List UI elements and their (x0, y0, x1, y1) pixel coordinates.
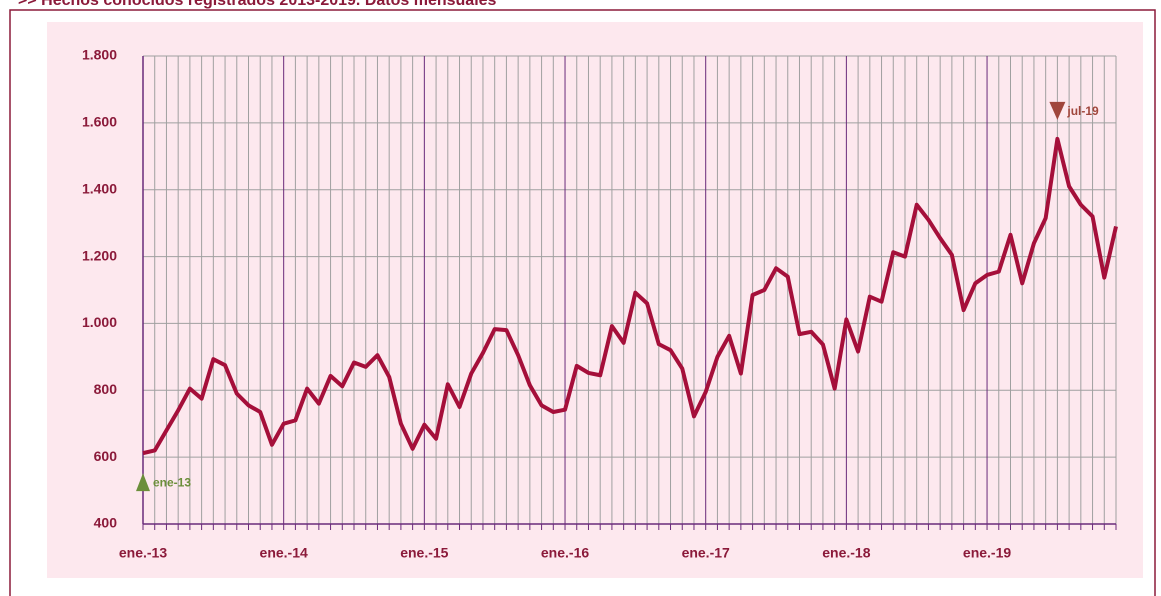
y-tick-label: 1.000 (82, 314, 117, 330)
x-tick-label: ene.-14 (260, 545, 308, 561)
annotation-marker (1049, 101, 1066, 120)
annotation-label: ene-13 (153, 475, 191, 489)
chart-background (47, 22, 1143, 578)
y-tick-label: 1.600 (82, 114, 117, 130)
x-tick-label: ene.-18 (822, 545, 870, 561)
y-tick-label: 800 (94, 381, 118, 397)
x-tick-label: ene.-19 (963, 545, 1011, 561)
data-line (142, 136, 1118, 456)
chart-title: >> Hechos conocidos registrados 2013-201… (18, 0, 497, 9)
y-tick-label: 1.200 (82, 247, 117, 263)
y-tick-label: 600 (94, 448, 118, 464)
x-tick-label: ene.-16 (541, 545, 589, 561)
y-tick-label: 400 (94, 515, 118, 531)
y-tick-label: 1.800 (82, 47, 117, 63)
annotation-label: jul-19 (1066, 104, 1099, 118)
x-tick-label: ene.-17 (682, 545, 730, 561)
x-tick-label: ene.-15 (400, 545, 448, 561)
y-tick-label: 1.400 (82, 180, 117, 196)
x-tick-label: ene.-13 (119, 545, 167, 561)
annotation-marker (136, 473, 150, 492)
